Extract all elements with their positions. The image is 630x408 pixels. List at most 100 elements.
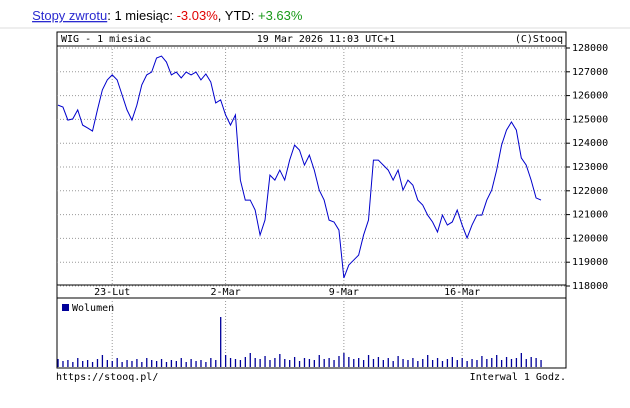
volume-bar [136, 359, 138, 367]
volume-bar [293, 357, 296, 367]
y-tick-label: 123000 [572, 162, 608, 173]
chart-date: 19 Mar 2026 11:03 UTC+1 [257, 34, 395, 45]
volume-bar [86, 360, 89, 367]
source-url: https://stooq.pl/ [56, 372, 158, 383]
volume-bar [377, 357, 380, 367]
y-tick-label: 124000 [572, 138, 608, 149]
volume-bar [205, 362, 207, 367]
volume-bar [77, 358, 79, 367]
header-sep: , YTD: [218, 8, 258, 23]
volume-bar [155, 361, 158, 367]
volume-bar [402, 359, 404, 367]
volume-bar [57, 359, 59, 367]
volume-bar [264, 356, 266, 367]
volume-bar [382, 360, 384, 367]
volume-bar [126, 360, 128, 367]
volume-bar [279, 354, 281, 367]
volume-bar [170, 360, 173, 367]
volume-bar [323, 359, 325, 367]
volume-bar [362, 360, 365, 367]
volume-bar [298, 361, 301, 367]
volume-bar [116, 358, 118, 367]
volume-bar [185, 362, 187, 367]
volume-bar [190, 359, 192, 367]
y-tick-label: 126000 [572, 91, 608, 102]
volume-bar [106, 360, 108, 367]
y-tick-label: 121000 [572, 210, 608, 221]
volume-bar [249, 353, 251, 367]
volume-bar [466, 361, 468, 367]
x-tick-label: 2-Mar [211, 287, 241, 298]
volume-bar [303, 358, 306, 367]
volume-bar [417, 361, 419, 367]
y-tick-label: 127000 [572, 67, 608, 78]
volume-bar [72, 362, 74, 367]
volume-bar [431, 360, 434, 367]
volume-bar [308, 359, 311, 367]
volume-bar [500, 360, 503, 367]
volume-bar [224, 355, 227, 367]
volume-bar [254, 358, 256, 367]
chart-title: WIG - 1 miesiac [61, 34, 151, 45]
x-tick-label: 16-Mar [444, 287, 480, 298]
volume-bar [427, 355, 429, 367]
volume-bar [274, 358, 276, 367]
volume-bar [353, 359, 355, 367]
volume-bar [101, 355, 104, 367]
volume-bar [141, 362, 143, 367]
volume-bar [520, 353, 522, 367]
volume-bar [338, 356, 340, 367]
x-tick-label: 9-Mar [329, 287, 359, 298]
y-tick-label: 120000 [572, 233, 608, 244]
volume-bar [471, 359, 473, 367]
volume-bar [333, 360, 335, 367]
volume-bar [175, 361, 177, 367]
volume-bar [160, 359, 163, 367]
volume-bar [220, 317, 222, 367]
volume-bar [289, 360, 291, 367]
volume-bar [436, 358, 439, 367]
volume-bar [62, 361, 64, 367]
volume-bar [407, 360, 409, 367]
legend-swatch [62, 304, 69, 311]
volume-bar [318, 355, 320, 367]
volume-bar [165, 362, 168, 367]
volume-bar [491, 358, 493, 367]
volume-bar [451, 357, 453, 367]
volume-bar [195, 361, 197, 367]
volume-bar [210, 358, 212, 367]
volume-bar [535, 358, 537, 367]
volume-bar [496, 355, 498, 367]
volume-bar [343, 353, 345, 367]
volume-bar [461, 358, 463, 367]
volume-bar [131, 361, 133, 367]
volume-bar [397, 356, 399, 367]
volume-bar [510, 359, 513, 367]
volume-bar [146, 358, 148, 367]
volume-bar [530, 357, 532, 367]
month-return: -3.03% [177, 8, 219, 23]
volume-bar [215, 360, 217, 367]
volume-bar [481, 356, 483, 367]
chart-credit: (C)Stooq [515, 34, 563, 45]
returns-header: Stopy zwrotu: 1 miesiąc: -3.03%, YTD: +3… [14, 8, 313, 23]
y-tick-label: 122000 [572, 186, 608, 197]
y-tick-label: 128000 [572, 43, 608, 54]
volume-bar [372, 359, 375, 367]
volume-bar [367, 355, 370, 367]
header-sep: : 1 miesiąc: [107, 8, 176, 23]
volume-bar [387, 358, 389, 367]
volume-bar [111, 361, 113, 367]
volume-bar [284, 359, 286, 367]
volume-bar [392, 361, 394, 367]
price-line [57, 55, 542, 279]
volume-bar [200, 360, 202, 367]
volume-bar [441, 361, 444, 367]
volume-bar [446, 359, 449, 367]
returns-link[interactable]: Stopy zwrotu [32, 8, 107, 23]
volume-bar [515, 358, 518, 367]
volume-bar [540, 360, 542, 367]
x-tick-label: 23-Lut [94, 287, 130, 298]
volume-bar [269, 360, 271, 367]
